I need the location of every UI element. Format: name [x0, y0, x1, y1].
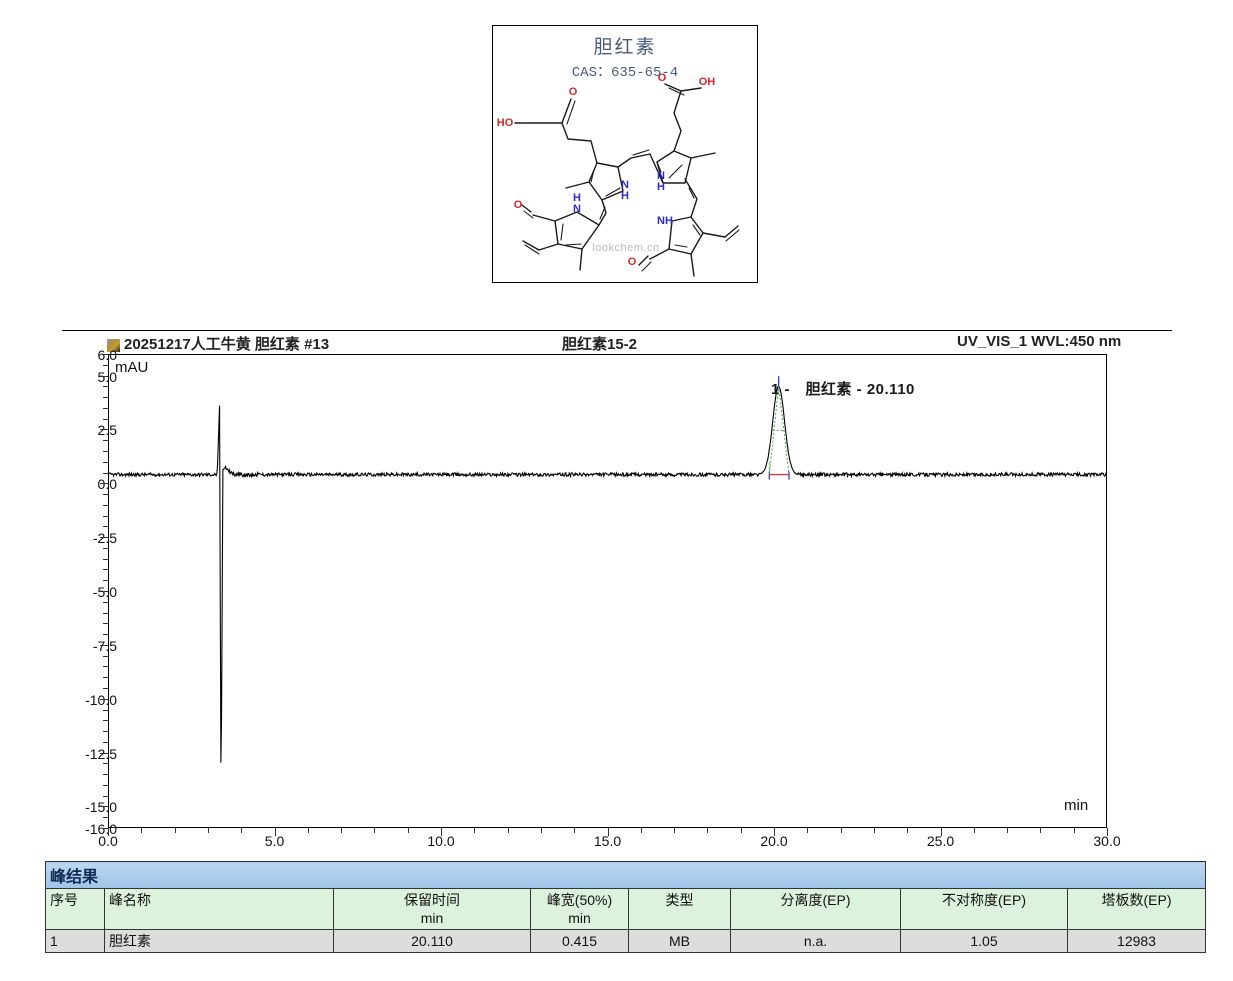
svg-text:N: N: [573, 203, 581, 215]
svg-text:O: O: [628, 256, 637, 268]
svg-text:HO: HO: [497, 117, 514, 129]
svg-text:OH: OH: [699, 76, 716, 88]
svg-text:NH: NH: [657, 215, 673, 227]
svg-text:O: O: [514, 199, 523, 211]
svg-text:H: H: [621, 190, 629, 202]
svg-text:O: O: [658, 72, 667, 84]
svg-text:O: O: [569, 86, 578, 98]
svg-text:H: H: [657, 181, 665, 193]
